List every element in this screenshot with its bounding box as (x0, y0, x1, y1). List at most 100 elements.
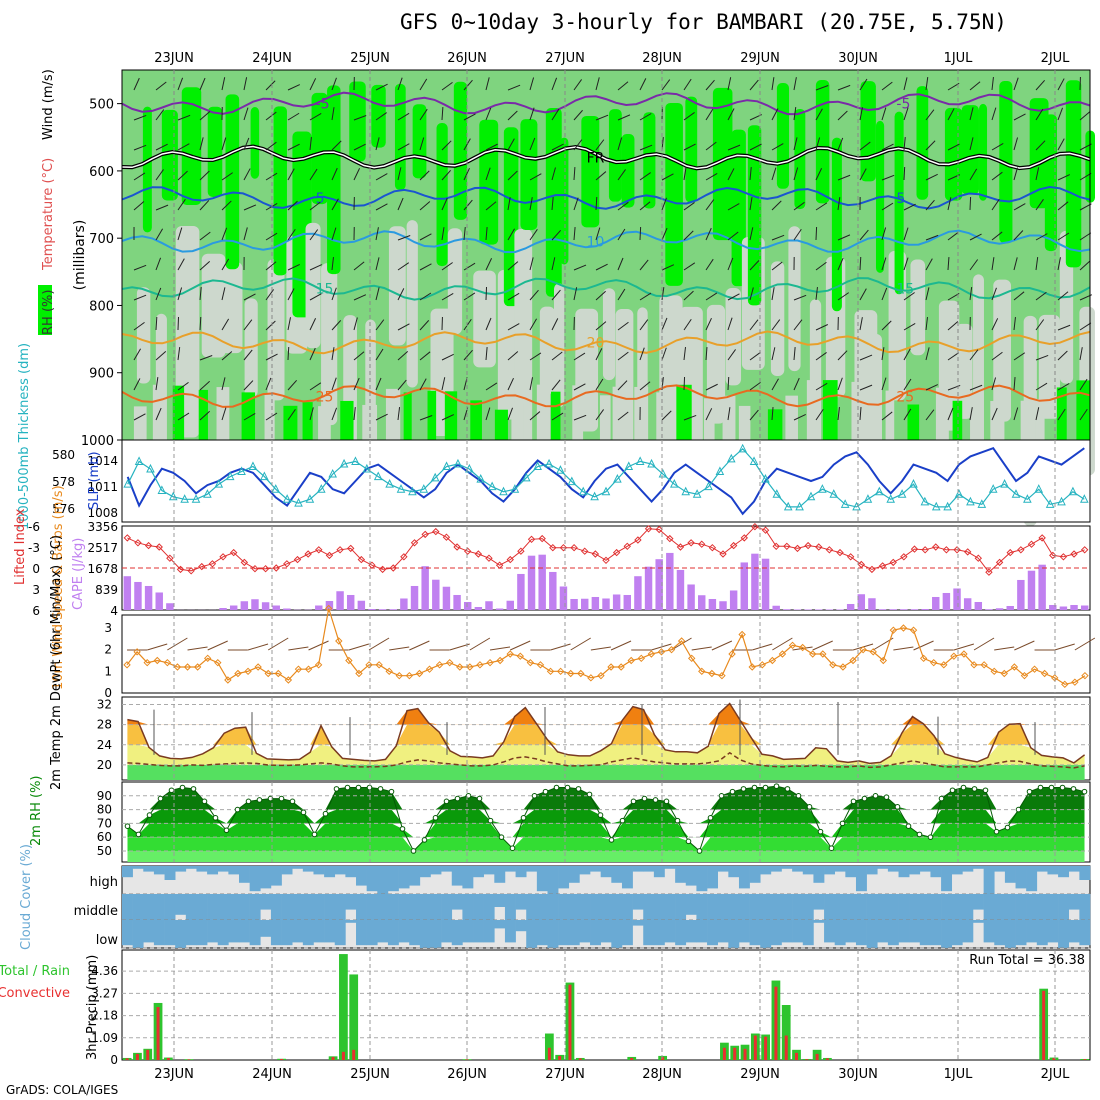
rh-lowlevel-patch (241, 392, 256, 453)
wind-barb (771, 200, 782, 211)
cloud-low-bar (760, 920, 772, 948)
wind-barb (925, 317, 928, 331)
wind-barb (837, 377, 843, 391)
rh-lowlevel-patch (907, 404, 920, 465)
cloud-low-bar (632, 920, 644, 926)
wind-barb (331, 347, 335, 361)
precip-tick: 1.09 (91, 1031, 118, 1045)
precip-conv-bar (135, 1053, 139, 1060)
cloud-low-bar (196, 920, 208, 946)
precip-conv-bar (146, 1049, 150, 1060)
cloud-middle-bar (941, 894, 953, 920)
cape-bar (581, 598, 589, 610)
thickness-point (521, 472, 531, 482)
rh-point (861, 795, 868, 802)
wind-barb (1079, 260, 1091, 271)
wind-barb (705, 79, 715, 91)
wind-barb (177, 347, 181, 361)
thickness-point (260, 471, 269, 481)
wind-barb (1057, 201, 1069, 211)
rh-point (432, 815, 439, 821)
cloud-middle-bar (547, 894, 559, 920)
cloud-middle-bar (122, 894, 133, 920)
wind-speed-point (819, 650, 827, 658)
rh-point (300, 809, 307, 816)
wind-barb (903, 107, 909, 121)
rh-point (520, 815, 527, 821)
rh-point (157, 795, 164, 802)
wind-barb (573, 414, 587, 421)
wind-barb (837, 350, 848, 361)
rh-lowlevel-patch (385, 388, 401, 449)
cloud-middle-bar (600, 894, 612, 920)
cloud-low-bar (164, 920, 176, 946)
wind-barb (639, 292, 652, 301)
wind-barb (331, 198, 339, 211)
cape-bar (687, 584, 695, 610)
wind-barb (969, 81, 981, 91)
cloud-middle-bar (207, 894, 219, 920)
wind-barb (595, 139, 605, 151)
precip-total-bar (349, 974, 359, 1060)
wind-barb (529, 197, 533, 211)
thickness-point (316, 484, 326, 493)
thickness-point (430, 472, 440, 482)
cloud-high-bar (260, 866, 272, 889)
wind-barb (397, 350, 409, 361)
wind-barb (969, 287, 973, 301)
thickness-point (704, 481, 713, 491)
wind-barb (510, 640, 531, 651)
cape-bar (549, 571, 557, 610)
cape-axis-label: CAPE (J/kg) (71, 538, 86, 610)
wind-barb (221, 407, 227, 421)
rh-moist-patch (545, 108, 562, 297)
lifted-point (293, 555, 302, 564)
wind-barb (353, 294, 367, 301)
cloud-high-bar (1026, 866, 1038, 892)
wind-speed-point (385, 667, 393, 676)
cloud-high-bar (387, 866, 399, 892)
rh-point (234, 806, 241, 813)
cloud-middle-bar (696, 894, 708, 920)
wind-barb (1057, 257, 1061, 271)
lifted-point (229, 548, 238, 557)
wind-barb (243, 107, 249, 121)
thickness-point (419, 484, 429, 493)
precip-total-bar (544, 1033, 554, 1060)
rh-lowlevel-patch (822, 380, 838, 441)
ytick-label: 700 (89, 232, 114, 247)
wind-barb (177, 316, 180, 331)
wind-barb (247, 643, 269, 651)
wind-barb (133, 378, 141, 391)
precip-panel: 0 1.09 2.18 3.27 4.36 Run Total = 36.38 3hr Pr… (0, 949, 1091, 1067)
cloud-high-bar (909, 866, 921, 875)
cloud-high-bar (1058, 866, 1070, 878)
wind-barb (551, 412, 564, 421)
wind-speed-point (355, 669, 363, 678)
temp-tick: 20 (97, 758, 112, 772)
wind-speed-point (446, 658, 454, 667)
temp-band-1 (127, 744, 1085, 765)
lifted-point (995, 558, 1004, 567)
cloud-middle-bar (409, 894, 421, 920)
wind-barb (243, 137, 250, 151)
wind-barb (397, 197, 404, 211)
wind-barb (265, 320, 276, 331)
wind-barb (199, 170, 210, 181)
cloud-middle-bar (738, 894, 750, 920)
ytick-label: 800 (89, 299, 114, 314)
thickness-point (601, 486, 611, 496)
thickness-point (715, 466, 725, 476)
cloud-high-bar (898, 866, 910, 878)
thickness-point (294, 497, 303, 507)
rh-lowlevel-patch (1056, 387, 1067, 448)
wind-barb (947, 108, 955, 121)
wind-barb (881, 174, 895, 181)
wind-barb (595, 321, 607, 331)
rh-point (894, 804, 901, 810)
wind-barb (683, 78, 692, 91)
cape-bar (166, 603, 174, 610)
date-label-top: 28JUN (642, 51, 682, 66)
cloud-low-bar (951, 920, 963, 946)
cloud-high-bar (398, 866, 410, 889)
